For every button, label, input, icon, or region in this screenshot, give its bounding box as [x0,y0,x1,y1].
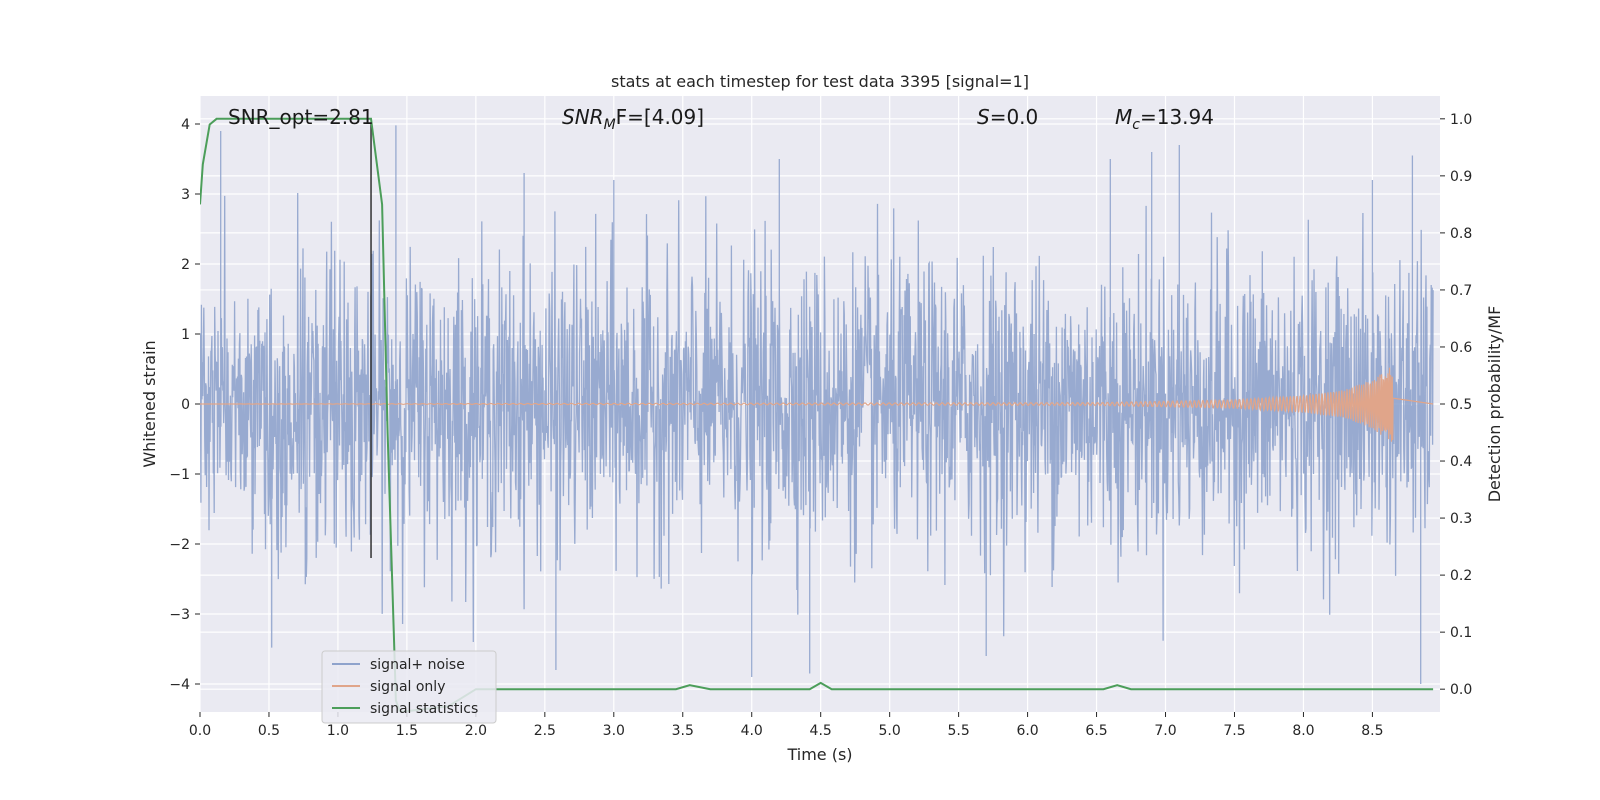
x-ticks: 0.0 0.5 1.0 1.5 2.0 2.5 3.0 3.5 4.0 4.5 5.0 5.5 6.0 6… [189,712,1384,739]
y2-tick-label-9: 0.1 [1450,625,1472,641]
x-tick-label-14: 7.0 [1154,723,1176,739]
y2-tick-label-10: 0.0 [1450,682,1472,698]
y-tick-label-6: −2 [169,537,190,553]
x-tick-label-15: 7.5 [1223,723,1245,739]
mc-sub: c [1132,117,1140,133]
x-tick-label-3: 1.5 [396,723,418,739]
legend-label-signal-only: signal only [370,679,445,695]
mc-symbol: M [1115,105,1132,129]
snr-mf-sub: M [604,117,616,133]
x-tick-label-10: 5.0 [879,723,901,739]
annotation-s: S=0.0 [977,105,1038,129]
y2-tick-label-5: 0.5 [1450,397,1472,413]
signal-only-line [200,367,1434,442]
x-tick-label-13: 6.5 [1085,723,1107,739]
y2-axis-label: Detection probability/MF [1485,306,1504,503]
x-tick-label-4: 2.0 [465,723,487,739]
signal-noise-series [200,125,1434,684]
legend: signal+ noise signal only signal statist… [321,650,497,724]
y2-tick-label-6: 0.4 [1450,454,1472,470]
mc-value: =13.94 [1140,105,1214,129]
chart-title: stats at each timestep for test data 339… [611,72,1029,91]
y-tick-label-7: −3 [169,607,190,623]
s-value: =0.0 [990,105,1039,129]
x-tick-label-9: 4.5 [810,723,832,739]
y2-tick-label-3: 0.7 [1450,283,1472,299]
y-tick-label-5: −1 [169,467,190,483]
y-tick-label-3: 1 [181,327,190,343]
y-tick-label-1: 3 [181,187,190,203]
y-tick-label-2: 2 [181,257,190,273]
y2-tick-label-1: 0.9 [1450,169,1472,185]
snr-mf-rest: F=[4.09] [616,105,704,129]
x-tick-label-7: 3.5 [672,723,694,739]
x-tick-label-1: 0.5 [258,723,280,739]
y-tick-label-0: 4 [181,117,190,133]
signal-only-series [200,367,1434,442]
signal-noise-line [200,125,1434,684]
y-axis-label: Whitened strain [140,340,159,467]
annotation-mc: Mc=13.94 [1115,105,1214,133]
x-tick-label-0: 0.0 [189,723,211,739]
x-axis-label: Time (s) [786,745,852,764]
legend-box [321,650,497,724]
y2-tick-label-8: 0.2 [1450,568,1472,584]
legend-label-signal-noise: signal+ noise [370,657,465,673]
y-tick-label-4: 0 [181,397,190,413]
y2-ticks: 1.0 0.9 0.8 0.7 0.6 0.5 0.4 0.3 0.2 0.1 0.0 [1440,112,1472,698]
y-ticks: 4 3 2 1 0 −1 −2 −3 −4 [169,117,200,693]
annotation-snr-mf: SNRMF=[4.09] [562,105,704,133]
legend-label-signal-statistics: signal statistics [370,701,478,717]
x-tick-label-17: 8.5 [1361,723,1383,739]
y-tick-label-8: −4 [169,677,190,693]
x-tick-label-6: 3.0 [603,723,625,739]
y2-tick-label-0: 1.0 [1450,112,1472,128]
x-tick-label-8: 4.0 [741,723,763,739]
x-tick-label-2: 1.0 [327,723,349,739]
y2-tick-label-7: 0.3 [1450,511,1472,527]
snr-mf-base: SNR [562,105,604,129]
annotation-snr-opt: SNR_opt=2.81 [228,105,374,129]
x-tick-label-5: 2.5 [534,723,556,739]
x-tick-label-11: 5.5 [947,723,969,739]
x-tick-label-16: 8.0 [1292,723,1314,739]
y2-tick-label-2: 0.8 [1450,226,1472,242]
s-symbol: S [977,105,990,129]
y2-tick-label-4: 0.6 [1450,340,1472,356]
x-tick-label-12: 6.0 [1016,723,1038,739]
